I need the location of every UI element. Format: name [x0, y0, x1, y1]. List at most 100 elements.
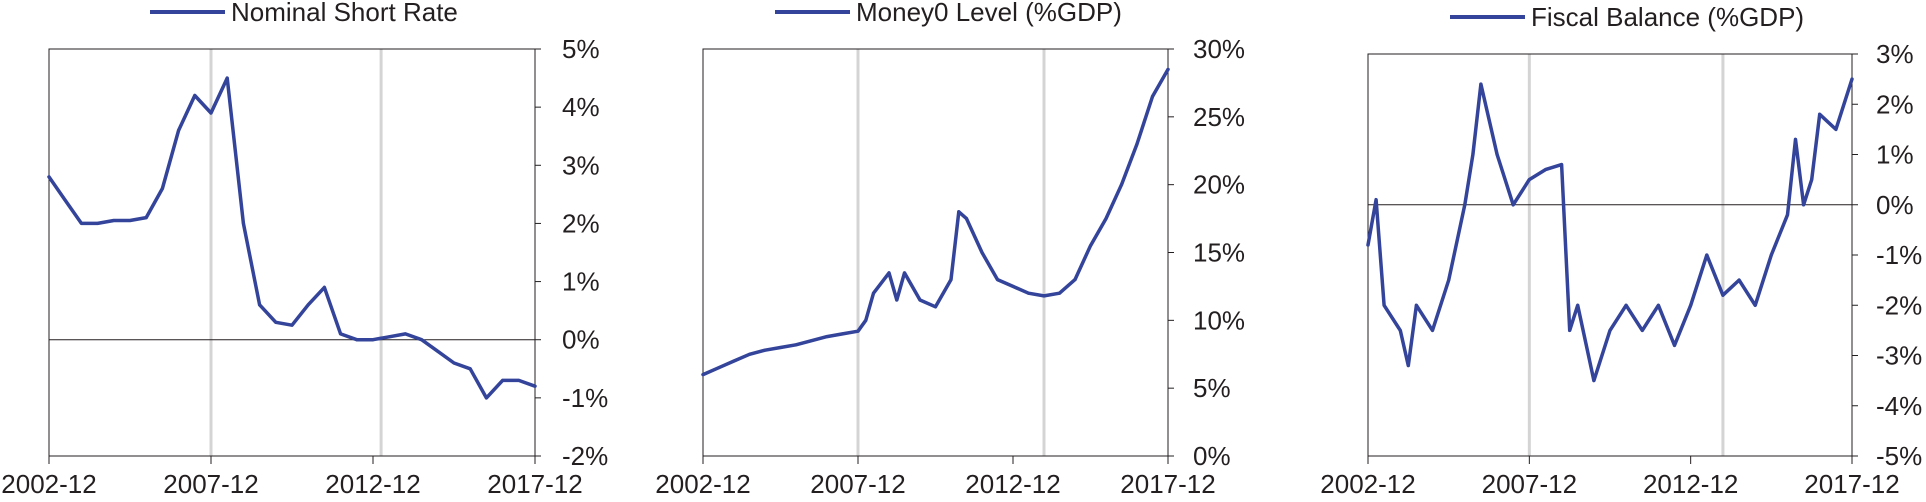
legend-label: Fiscal Balance (%GDP)	[1531, 2, 1804, 32]
data-point	[403, 332, 407, 336]
data-point	[1479, 82, 1483, 86]
data-point	[1027, 291, 1030, 295]
x-tick-label: 2007-12	[163, 469, 258, 499]
data-point	[810, 339, 813, 343]
series-line	[701, 67, 1170, 377]
data-point	[1640, 328, 1644, 332]
data-point	[1511, 203, 1515, 207]
data-point	[96, 221, 100, 225]
data-point	[1608, 328, 1612, 332]
y-tick-label: -5%	[1876, 441, 1922, 471]
data-point	[1785, 213, 1789, 217]
y-tick-label: 30%	[1193, 34, 1245, 64]
data-point	[241, 221, 245, 225]
y-tick-label: 15%	[1193, 238, 1245, 268]
data-point	[1705, 253, 1709, 257]
data-point	[779, 345, 782, 349]
data-point	[1374, 198, 1378, 202]
data-point	[225, 76, 229, 80]
data-point	[79, 221, 83, 225]
data-point	[112, 219, 116, 223]
data-point	[918, 298, 922, 302]
y-tick-label: -1%	[562, 383, 608, 413]
data-point	[533, 384, 537, 388]
data-point	[258, 303, 262, 307]
x-tick-label: 2017-12	[1804, 469, 1899, 499]
x-tick-label: 2017-12	[487, 469, 582, 499]
data-point	[980, 251, 984, 254]
data-point	[209, 111, 213, 115]
y-tick-label: 0%	[1876, 190, 1914, 220]
data-point	[1592, 379, 1596, 383]
data-point	[1058, 291, 1061, 295]
data-point	[339, 332, 343, 336]
legend-label: Money0 Level (%GDP)	[856, 0, 1122, 27]
data-point	[1398, 328, 1402, 332]
data-point	[864, 318, 868, 322]
chart-money0-level: 30% 25% 20% 15% 10% 5% 0% 2002-12 2007-12 2012-12…	[655, 0, 1245, 499]
data-point	[1673, 343, 1677, 347]
y-tick-label: 5%	[1193, 373, 1231, 403]
data-point	[1834, 127, 1838, 131]
data-point	[1818, 112, 1822, 116]
series-line	[47, 76, 537, 400]
data-point	[748, 352, 751, 356]
plot-frame	[48, 48, 536, 457]
data-point	[856, 329, 860, 333]
plot-frame	[702, 48, 1169, 457]
data-point	[732, 359, 736, 363]
data-point	[1721, 293, 1725, 297]
data-point	[1689, 303, 1693, 307]
data-point	[957, 210, 961, 214]
x-tick-label: 2012-12	[325, 469, 420, 499]
data-point	[128, 219, 132, 223]
x-tick-label: 2012-12	[965, 469, 1060, 499]
data-point	[177, 128, 181, 132]
data-point	[436, 349, 440, 353]
data-point	[290, 323, 294, 327]
data-point	[1089, 244, 1092, 248]
y-tick-label: 4%	[562, 92, 600, 122]
data-point	[794, 343, 798, 347]
chart-fiscal-balance: 3% 2% 1% 0% -1% -2% -3% -4% -5% 2002-12 2007-12 201…	[1320, 2, 1922, 499]
y-tick-label: 3%	[562, 150, 600, 180]
y-tick-label: 1%	[1876, 140, 1914, 170]
data-point	[1414, 303, 1418, 307]
data-point	[1568, 328, 1572, 332]
data-point	[1366, 243, 1370, 247]
data-point	[274, 320, 278, 324]
x-tick-label: 2007-12	[1482, 469, 1577, 499]
data-point	[517, 378, 521, 382]
data-point	[895, 298, 899, 302]
x-tick-label: 2002-12	[655, 469, 750, 499]
y-tick-label: -1%	[1876, 240, 1922, 270]
data-point	[841, 332, 844, 336]
data-point	[1495, 153, 1499, 156]
data-point	[1810, 178, 1814, 182]
data-point	[1576, 303, 1580, 307]
data-point	[1120, 183, 1123, 187]
data-point	[322, 285, 326, 289]
data-point	[1753, 303, 1757, 307]
data-point	[903, 271, 906, 275]
y-tick-label: 25%	[1193, 102, 1245, 132]
data-point	[355, 338, 359, 342]
y-tick-label: 0%	[562, 325, 600, 355]
plot-frame	[1367, 53, 1853, 457]
data-point	[763, 348, 767, 352]
x-tick-label: 2002-12	[1320, 469, 1415, 499]
data-point	[1382, 303, 1386, 307]
y-tick-label: -4%	[1876, 391, 1922, 421]
data-point	[1463, 203, 1467, 207]
data-point	[872, 291, 875, 295]
legend-label: Nominal Short Rate	[231, 0, 458, 27]
data-point	[701, 373, 705, 377]
data-point	[1406, 364, 1410, 368]
data-point	[1527, 178, 1531, 182]
data-point	[1560, 163, 1564, 167]
data-point	[371, 338, 375, 342]
data-point	[1737, 278, 1741, 282]
data-point	[452, 361, 456, 365]
data-point	[47, 175, 51, 179]
